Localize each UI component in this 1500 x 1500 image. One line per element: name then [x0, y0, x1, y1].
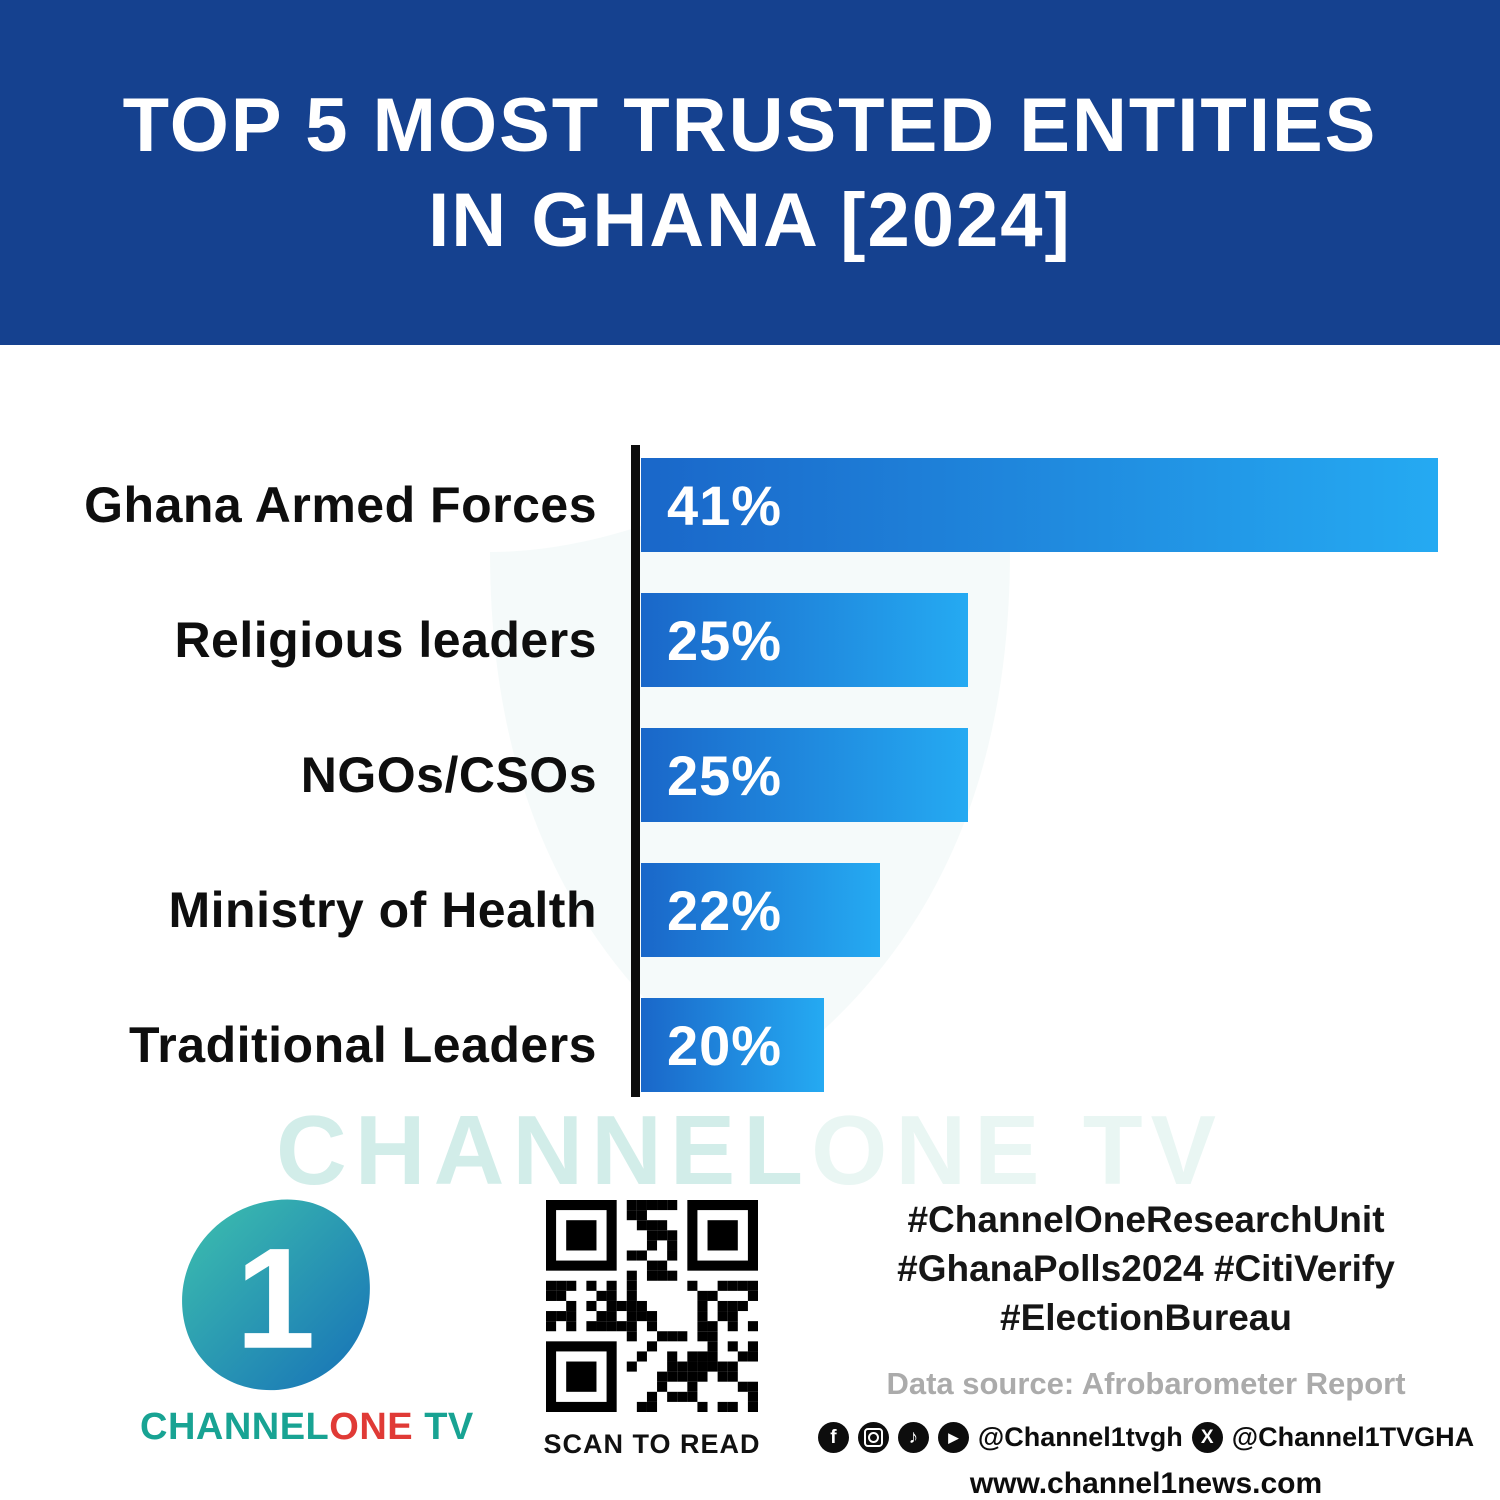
- category-label: Traditional Leaders: [129, 1017, 597, 1073]
- facebook-icon: f: [817, 1422, 849, 1454]
- brand-name-one: ONE: [329, 1406, 414, 1448]
- brand-name: CHANNELONE TV: [140, 1406, 473, 1449]
- bar-track: 22%: [641, 863, 1438, 957]
- channel-one-logo: 1 CHANNELONE TV: [140, 1192, 473, 1449]
- page-title: TOP 5 MOST TRUSTED ENTITIES IN GHANA [20…: [123, 78, 1378, 268]
- footer-info: #ChannelOneResearchUnit #GhanaPolls2024 …: [817, 1196, 1474, 1500]
- qr-code: [546, 1200, 758, 1417]
- value-label: 25%: [667, 608, 783, 672]
- bar-track: 41%: [641, 458, 1438, 552]
- instagram-icon: [857, 1422, 889, 1454]
- website-url: www.channel1news.com: [969, 1467, 1323, 1500]
- hashtag-line: #ChannelOneResearchUnit: [907, 1199, 1385, 1240]
- chart-row-ghana-armed-forces: Ghana Armed Forces 41%: [0, 458, 1500, 552]
- chart-row-religious-leaders: Religious leaders 25%: [0, 593, 1500, 687]
- hashtags: #ChannelOneResearchUnit #GhanaPolls2024 …: [858, 1196, 1434, 1342]
- brand-watermark: CHANNELONE TV: [0, 1094, 1500, 1207]
- value-label: 25%: [667, 743, 783, 807]
- bar-track: 20%: [641, 998, 1438, 1092]
- page-title-line1: TOP 5 MOST TRUSTED ENTITIES: [122, 82, 1378, 168]
- hashtag-line: #ElectionBureau: [1000, 1296, 1292, 1338]
- chart-row-traditional-leaders: Traditional Leaders 20%: [0, 998, 1500, 1092]
- social-handle-x: @Channel1TVGHA: [1231, 1422, 1475, 1453]
- brand-watermark-part2: ONE TV: [811, 1095, 1224, 1205]
- trust-bar: 25%: [641, 728, 968, 822]
- chart-row-ngos-csos: NGOs/CSOs 25%: [0, 728, 1500, 822]
- data-source: Data source: Afrobarometer Report: [886, 1366, 1406, 1402]
- tiktok-icon: ♪: [897, 1422, 929, 1454]
- category-label: Ministry of Health: [168, 882, 597, 938]
- brand-name-channel: CHANNEL: [140, 1406, 330, 1448]
- hashtag-line: #GhanaPolls2024 #CitiVerify: [897, 1247, 1395, 1289]
- qr-section: SCAN TO READ: [543, 1200, 761, 1460]
- youtube-icon: ▶: [937, 1422, 969, 1454]
- chart-axis-line: [631, 445, 640, 1097]
- trust-bar: 22%: [641, 863, 881, 957]
- trust-bar: 20%: [641, 998, 825, 1092]
- category-label: Ghana Armed Forces: [84, 477, 597, 533]
- svg-text:1: 1: [235, 1219, 315, 1379]
- page-title-line2: IN GHANA [2024]: [428, 177, 1072, 263]
- chart-row-ministry-of-health: Ministry of Health 22%: [0, 863, 1500, 957]
- social-row: f ♪ ▶ @Channel1tvgh X @Channel1TVGHA: [817, 1422, 1474, 1454]
- header-banner: TOP 5 MOST TRUSTED ENTITIES IN GHANA [20…: [0, 0, 1500, 345]
- brand-watermark-part1: CHANNEL: [276, 1095, 812, 1205]
- brand-name-tv: TV: [413, 1406, 474, 1448]
- qr-caption: SCAN TO READ: [543, 1429, 761, 1459]
- trust-bar: 25%: [641, 593, 968, 687]
- x-icon: X: [1191, 1422, 1223, 1454]
- category-label: Religious leaders: [174, 612, 597, 668]
- bar-chart: Ghana Armed Forces 41% Religious leaders…: [0, 458, 1500, 1092]
- bar-track: 25%: [641, 593, 1438, 687]
- category-label: NGOs/CSOs: [300, 747, 597, 803]
- value-label: 22%: [667, 878, 783, 942]
- value-label: 41%: [667, 473, 783, 537]
- trust-bar: 41%: [641, 458, 1438, 552]
- channel-one-logo-icon: 1: [181, 1199, 370, 1391]
- value-label: 20%: [667, 1013, 783, 1077]
- social-handle-main: @Channel1tvgh: [977, 1422, 1183, 1453]
- bar-track: 25%: [641, 728, 1438, 822]
